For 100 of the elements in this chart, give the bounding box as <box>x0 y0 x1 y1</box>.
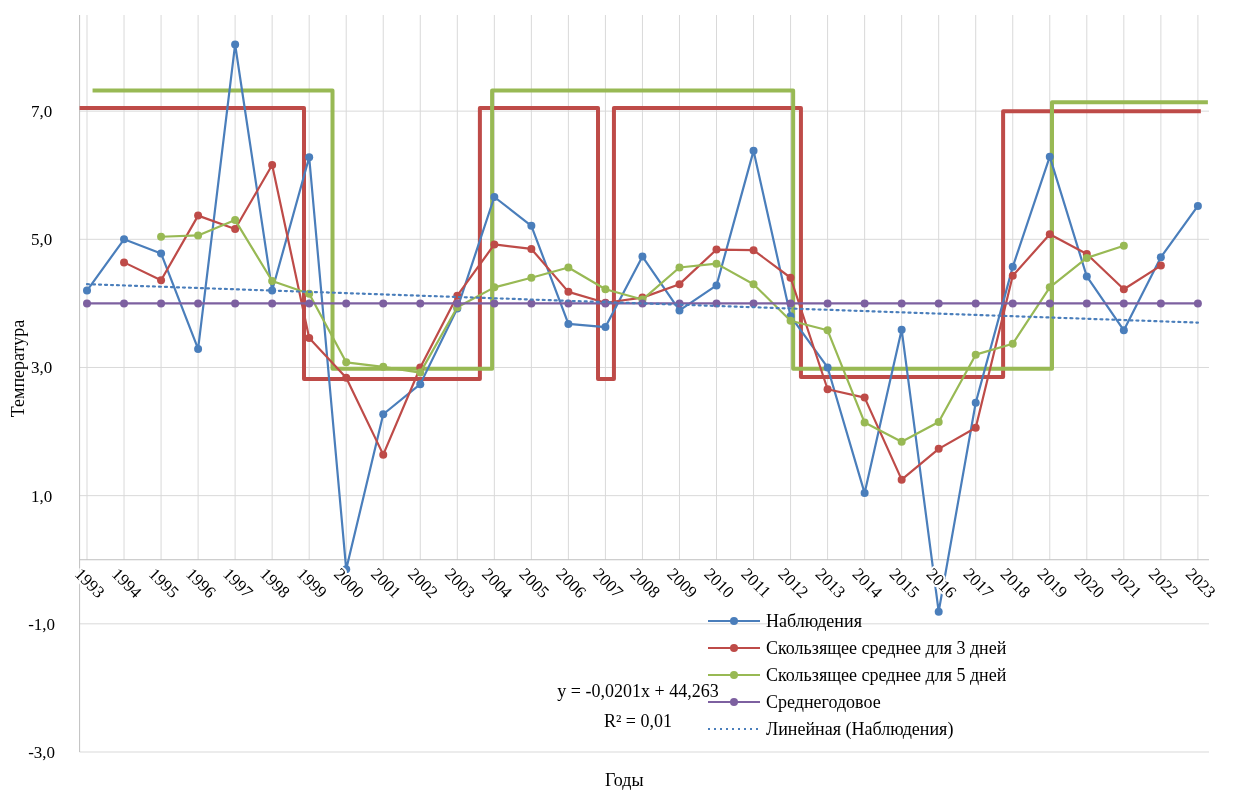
point <box>564 319 573 328</box>
annotation: R² = 0,01 <box>603 711 673 731</box>
point <box>1045 152 1054 161</box>
legend-label: Линейная (Наблюдения) <box>766 719 954 741</box>
point <box>897 325 906 334</box>
y-tick-label: 3,0 <box>30 358 53 378</box>
point <box>712 281 721 290</box>
point <box>897 437 906 446</box>
point <box>157 276 166 285</box>
x-tick-label: 1999 <box>293 564 331 602</box>
point <box>1008 262 1017 271</box>
point <box>564 287 573 296</box>
point <box>490 283 499 292</box>
point <box>860 489 869 498</box>
point <box>157 299 166 308</box>
point <box>786 299 795 308</box>
legend-label: Скользящее среднее для 3 дней <box>766 638 1007 659</box>
point <box>934 607 943 616</box>
point <box>823 326 832 335</box>
point <box>601 285 610 294</box>
point <box>83 286 92 295</box>
point <box>231 40 240 49</box>
point <box>453 299 462 308</box>
point <box>379 362 388 371</box>
point <box>675 280 684 289</box>
point <box>638 252 647 261</box>
point <box>675 306 684 315</box>
x-tick-label: 2017 <box>959 564 998 603</box>
point <box>971 398 980 407</box>
point <box>934 417 943 426</box>
point <box>416 380 425 389</box>
point <box>749 246 758 255</box>
point <box>1193 201 1202 210</box>
point <box>416 299 425 308</box>
point <box>490 240 499 249</box>
point <box>490 193 499 202</box>
point <box>786 316 795 325</box>
point <box>823 299 832 308</box>
point <box>527 244 536 253</box>
y-tick-label: -3,0 <box>28 742 56 762</box>
point <box>1082 272 1091 281</box>
x-axis-title: Годы <box>605 770 644 790</box>
point <box>1119 326 1128 335</box>
point <box>490 299 499 308</box>
point <box>379 410 388 419</box>
point <box>194 231 203 240</box>
point <box>1119 241 1128 250</box>
point <box>120 299 129 308</box>
legend-label: Среднегодовое <box>766 692 881 713</box>
legend-label: Наблюдения <box>766 611 862 632</box>
point <box>1008 299 1017 308</box>
point <box>749 280 758 289</box>
point <box>823 385 832 394</box>
point <box>1008 339 1017 348</box>
point <box>601 323 610 332</box>
point <box>971 350 980 359</box>
y-tick-label: 7,0 <box>30 102 53 122</box>
point <box>342 299 351 308</box>
point <box>1045 299 1054 308</box>
annotation: y = -0,0201x + 44,263 <box>557 681 719 701</box>
point <box>194 211 203 220</box>
point <box>1119 285 1128 294</box>
y-axis-title: Температура <box>8 319 28 418</box>
point <box>1045 230 1054 239</box>
legend-label: Скользящее среднее для 5 дней <box>766 665 1007 686</box>
y-tick-label: 1,0 <box>30 486 53 506</box>
point <box>157 232 166 241</box>
y-tick-label: -1,0 <box>28 614 56 634</box>
point <box>1119 299 1128 308</box>
point <box>749 299 758 308</box>
point <box>1193 299 1202 308</box>
point <box>1156 299 1165 308</box>
y-tick-label: 5,0 <box>30 230 53 250</box>
point <box>1008 271 1017 280</box>
point <box>934 299 943 308</box>
x-tick-label: 1997 <box>219 564 257 603</box>
point <box>749 146 758 155</box>
point <box>194 299 203 308</box>
x-tick-label: 2007 <box>589 564 628 603</box>
point <box>860 299 869 308</box>
point <box>1082 299 1091 308</box>
point <box>231 216 240 225</box>
point <box>860 418 869 427</box>
point <box>305 299 314 308</box>
point <box>564 263 573 272</box>
point <box>527 221 536 230</box>
point <box>268 299 277 308</box>
point <box>120 258 129 267</box>
point <box>157 249 166 258</box>
point <box>231 225 240 234</box>
point <box>268 276 277 285</box>
point <box>934 444 943 453</box>
point <box>194 344 203 353</box>
point <box>860 393 869 402</box>
point <box>971 423 980 432</box>
point <box>527 273 536 282</box>
point <box>120 235 129 244</box>
point <box>1156 253 1165 262</box>
point <box>971 299 980 308</box>
point <box>712 259 721 268</box>
